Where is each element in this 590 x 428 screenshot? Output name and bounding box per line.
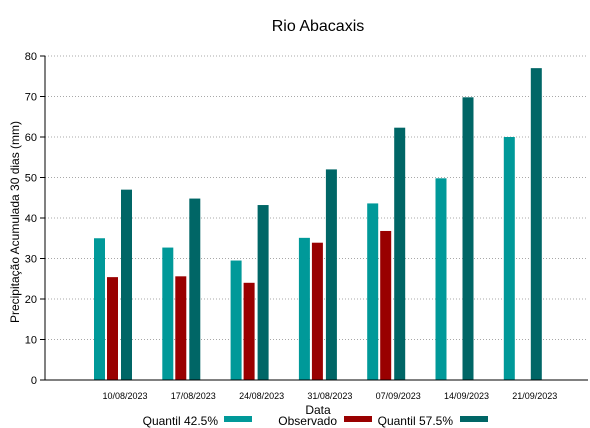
bar-0-6	[503, 137, 515, 380]
x-tick-label: 31/08/2023	[307, 391, 352, 401]
legend-label: Quantil 42.5%	[143, 414, 219, 428]
legend-swatch	[224, 416, 252, 422]
x-tick-label: 21/09/2023	[512, 391, 557, 401]
bar-0-5	[435, 178, 447, 380]
y-tick-label: 10	[25, 335, 37, 347]
legend-label: Observado	[278, 414, 337, 428]
legend: Quantil 42.5% Observado Quantil 57.5%	[143, 414, 488, 428]
bar-0-3	[298, 237, 310, 380]
x-tick-label: 24/08/2023	[239, 391, 284, 401]
bar-2-3	[325, 169, 337, 380]
bar-0-1	[162, 247, 174, 380]
x-tick-label: 17/08/2023	[171, 391, 216, 401]
bar-2-2	[257, 205, 269, 380]
bar-1-4	[380, 230, 392, 380]
axes: 0 10 20 30 40 50 60 70 80 10/08/2023 17/08/2023 24/…	[25, 51, 588, 401]
bar-1-2	[243, 282, 255, 380]
bar-1-0	[107, 277, 118, 380]
bar-0-2	[230, 260, 242, 380]
legend-swatch	[460, 416, 488, 422]
x-tick-label: 10/08/2023	[102, 391, 147, 401]
x-tick-label: 14/09/2023	[444, 391, 489, 401]
y-tick-label: 60	[25, 132, 37, 144]
bar-0-4	[367, 203, 379, 380]
bar-2-0	[121, 189, 132, 380]
bar-2-1	[189, 198, 201, 380]
legend-swatch	[344, 416, 372, 422]
bar-2-6	[530, 68, 542, 381]
bar-2-5	[462, 97, 474, 380]
bar-1-1	[175, 276, 187, 380]
legend-label: Quantil 57.5%	[378, 414, 454, 428]
bar-1-3	[311, 242, 323, 380]
y-axis-title: Precipitação Acumulada 30 dias (mm)	[8, 121, 22, 323]
x-axis-title: Data	[305, 403, 331, 417]
y-tick-label: 0	[31, 375, 37, 387]
y-tick-label: 30	[25, 254, 37, 266]
bar-0-0	[94, 238, 105, 380]
y-tick-label: 70	[25, 92, 37, 104]
x-tick-label: 07/09/2023	[376, 391, 421, 401]
y-tick-label: 80	[25, 51, 37, 63]
grid	[45, 55, 588, 340]
y-tick-label: 40	[25, 213, 37, 225]
bar-2-4	[394, 127, 406, 380]
y-tick-label: 50	[25, 173, 37, 185]
y-tick-label: 20	[25, 294, 37, 306]
chart-title: Rio Abacaxis	[272, 18, 365, 35]
bars	[94, 68, 542, 381]
